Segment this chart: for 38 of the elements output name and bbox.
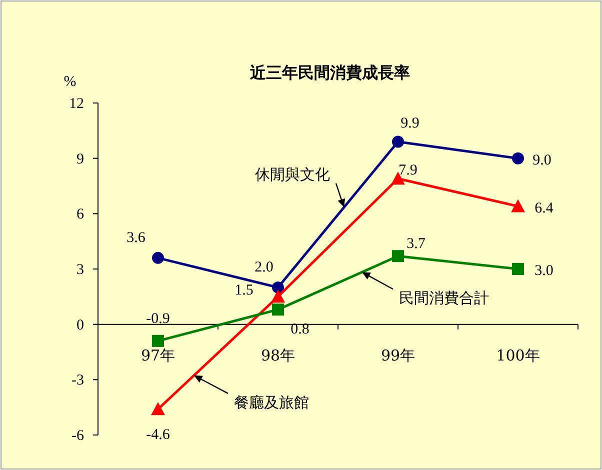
data-label: 3.0 <box>534 263 554 279</box>
point <box>392 136 404 148</box>
point <box>272 304 284 316</box>
x-tick-label: 97年 <box>140 346 176 364</box>
x-tick-label: 100年 <box>496 346 540 364</box>
point <box>512 263 524 275</box>
chart-title: 近三年民間消費成長率 <box>249 63 410 82</box>
y-tick-label: 12 <box>69 96 84 112</box>
data-label: -0.9 <box>146 310 170 327</box>
data-label: 9.9 <box>400 116 420 132</box>
y-tick-label: 6 <box>76 206 84 223</box>
data-label: 7.9 <box>398 162 418 179</box>
data-label: 9.0 <box>532 152 552 168</box>
y-tick-label: -3 <box>72 372 84 389</box>
x-tick-label: 99年 <box>380 346 416 364</box>
y-tick-label: 0 <box>76 317 84 334</box>
data-label: -4.6 <box>146 427 170 444</box>
y-tick-label: 9 <box>76 151 84 168</box>
data-label: 1.5 <box>234 282 254 299</box>
series-label: 民間消費合計 <box>399 289 489 308</box>
data-label: 3.6 <box>126 230 146 246</box>
series-label: 休閒與文化 <box>255 165 330 184</box>
point <box>392 250 404 262</box>
data-label: 6.4 <box>534 200 554 216</box>
y-tick-label: -6 <box>72 428 84 444</box>
point <box>271 290 285 303</box>
y-tick-label: 3 <box>76 262 84 278</box>
point <box>512 152 524 164</box>
x-tick-label: 98年 <box>260 346 296 364</box>
point <box>511 199 525 212</box>
point <box>152 252 164 264</box>
point <box>151 402 165 416</box>
point <box>152 334 164 347</box>
data-label: 2.0 <box>254 259 274 276</box>
data-label: 3.7 <box>406 236 426 252</box>
y-axis-title: % <box>64 74 76 90</box>
point <box>272 281 284 294</box>
text: 餐廳及旅館 <box>234 393 309 412</box>
